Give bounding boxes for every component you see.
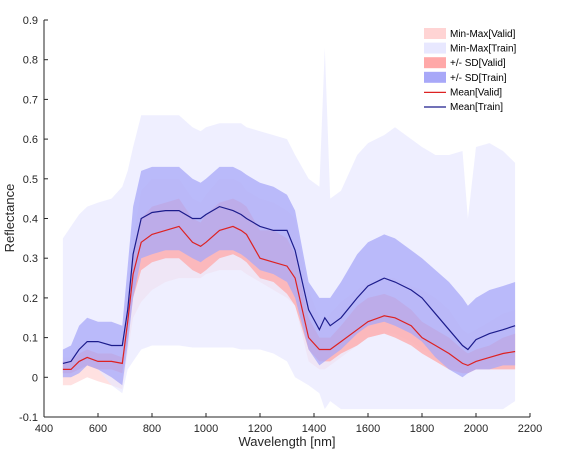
axes: 400 600 800 1000 1200 1400 1600 1800 2000 2200 -0.… [19,15,542,435]
plot-area [62,47,516,410]
legend-label-sd-valid: +/- SD[Valid] [450,58,506,69]
y-tick-label: 0.2 [23,293,38,305]
y-tick-label: 0.6 [23,134,38,146]
x-tick-label: 1000 [194,423,218,435]
x-axis-label: Wavelength [nm] [238,434,335,449]
legend-label-mean-valid: Mean[Valid] [450,87,502,98]
y-axis-label: Reflectance [2,184,17,253]
y-tick-label: 0.5 [23,174,38,186]
legend-label-sd-train: +/- SD[Train] [450,73,507,84]
line-mean-valid [62,225,516,370]
legend-label-min-max-train: Min-Max[Train] [450,44,517,55]
y-tick-label: 0.3 [23,253,38,265]
y-tick-label: 0.1 [23,333,38,345]
x-tick-label: 1800 [410,423,434,435]
x-tick-label: 2200 [518,423,542,435]
legend: Min-Max[Valid] Min-Max[Train] +/- SD[Valid… [418,24,524,114]
x-tick-label: 2000 [464,423,488,435]
x-tick-label: 1400 [302,423,326,435]
x-tick-label: 800 [143,423,161,435]
legend-swatch-min-max-train [424,42,446,54]
x-tick-label: 400 [35,423,53,435]
legend-swatch-min-max-valid [424,28,446,39]
legend-label-min-max-valid: Min-Max[Valid] [450,29,516,40]
legend-swatch-sd-valid [424,57,446,69]
x-tick-label: 600 [89,423,107,435]
legend-label-mean-train: Mean[Train] [450,102,503,113]
y-tick-label: 0.7 [23,94,38,106]
y-tick-label: 0.4 [23,214,38,226]
y-tick-label: 0.9 [23,15,38,27]
y-tick-label: 0 [32,372,38,384]
x-tick-label: 1600 [356,423,380,435]
legend-swatch-sd-train [424,71,446,83]
x-tick-label: 1200 [248,423,272,435]
y-tick-label: 0.8 [23,55,38,67]
line-mean-train [62,205,516,364]
y-tick-label: -0.1 [19,412,38,424]
band-sd-train [62,166,516,386]
